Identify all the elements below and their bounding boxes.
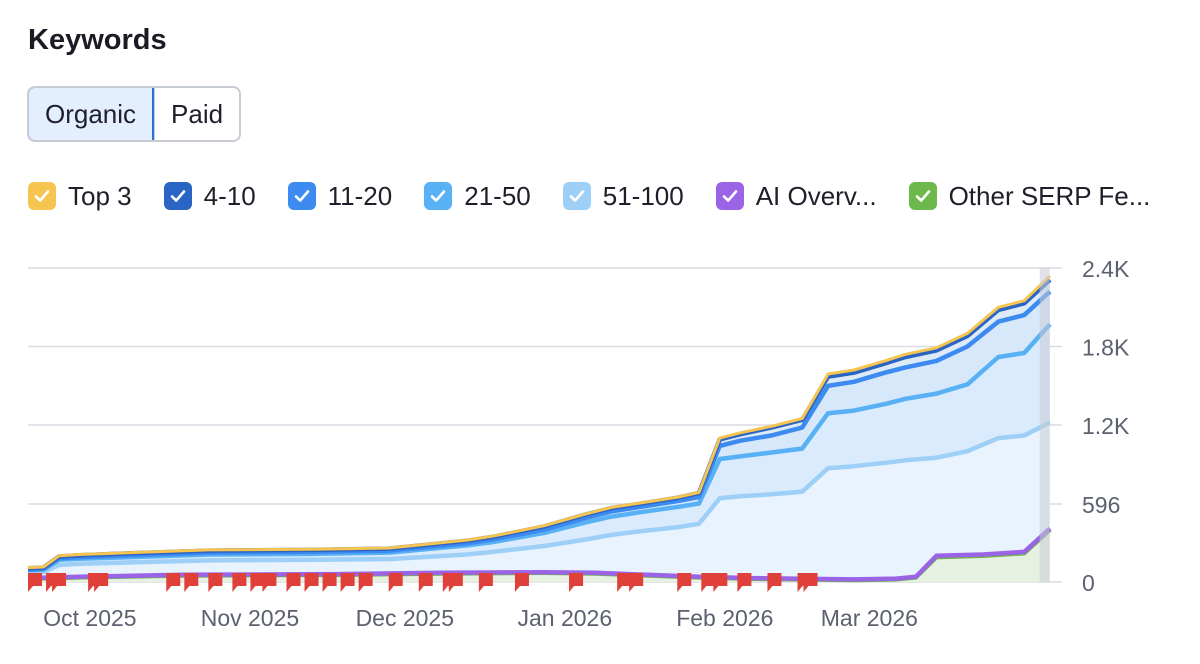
check-icon[interactable]: [424, 182, 453, 210]
x-tick-label: Mar 2026: [821, 605, 918, 631]
event-flag-icon: [52, 573, 67, 592]
page-title: Keywords: [28, 24, 167, 56]
series-line-top-3: [27, 274, 1052, 570]
y-tick-label: 596: [1082, 492, 1120, 518]
event-flag-icon: [340, 573, 355, 592]
legend-label: AI Overv...: [755, 180, 877, 211]
event-flag-icon: [737, 573, 752, 592]
check-icon[interactable]: [715, 182, 744, 210]
event-flag-icon: [208, 573, 223, 592]
legend-label: Top 3: [68, 180, 132, 211]
event-flag-icon: [514, 573, 529, 592]
event-flag-icon: [250, 573, 265, 592]
x-tick-label: Dec 2025: [356, 605, 454, 631]
legend-51-100[interactable]: 51-100: [562, 180, 684, 212]
legend-label: 11-20: [327, 180, 393, 211]
event-flag-icon: [803, 573, 818, 592]
x-tick-label: Jan 2026: [517, 605, 612, 631]
legend-top3[interactable]: Top 3: [28, 181, 132, 212]
paid-tab[interactable]: Paid: [154, 88, 240, 140]
event-flag-icon: [677, 573, 692, 592]
check-icon[interactable]: [28, 182, 56, 210]
event-flag-icon: [322, 573, 337, 592]
event-flag-icon: [569, 573, 584, 592]
hover-band: [1039, 268, 1050, 582]
event-flag-icon: [184, 573, 199, 592]
y-tick-label: 1.8K: [1082, 335, 1130, 361]
series-line-51-100: [27, 420, 1052, 576]
event-flag-icon: [388, 573, 403, 592]
organic-tab[interactable]: Organic: [29, 88, 155, 140]
y-tick-label: 1.2K: [1082, 413, 1130, 439]
event-flag-icon: [478, 573, 493, 592]
event-flag-icon: [418, 573, 433, 592]
legend-other-serp[interactable]: Other SERP Fe...: [908, 180, 1151, 212]
check-icon[interactable]: [287, 182, 316, 210]
y-tick-label: 2.4K: [1082, 256, 1130, 282]
event-flag-icon: [28, 573, 42, 592]
organic-paid-toggle: Organic Paid: [27, 86, 242, 142]
legend-label: 51-100: [602, 180, 684, 211]
check-icon[interactable]: [562, 182, 591, 210]
event-flag-icon: [232, 573, 247, 592]
legend-4-10[interactable]: 4-10: [163, 180, 256, 212]
event-flag-icon: [358, 573, 373, 592]
legend-ai-overviews[interactable]: AI Overv...: [715, 180, 877, 212]
x-tick-label: Oct 2025: [43, 605, 136, 631]
event-flag-icon: [617, 573, 632, 592]
legend-label: 4-10: [203, 180, 256, 211]
x-tick-label: Feb 2026: [676, 605, 773, 631]
event-flag-icon: [94, 573, 109, 592]
event-flag-icon: [767, 573, 782, 592]
event-flag-icon: [286, 573, 301, 592]
check-icon[interactable]: [908, 182, 937, 210]
y-tick-label: 0: [1082, 570, 1095, 596]
keywords-area-chart: 2.4K 1.8K 1.2K 596 0 Oct 2025 Nov 2025 Dec 2025…: [27, 256, 1130, 631]
event-flag-icon: [262, 573, 277, 592]
x-tick-label: Nov 2025: [201, 605, 299, 631]
event-flag-icon: [701, 573, 716, 592]
legend-21-50[interactable]: 21-50: [424, 181, 531, 212]
event-flag-icon: [713, 573, 728, 592]
legend-11-20[interactable]: 11-20: [287, 180, 393, 212]
legend-label: 21-50: [464, 180, 531, 211]
legend-label: Other SERP Fe...: [948, 180, 1151, 211]
series-area-51-100: [28, 422, 1050, 582]
event-flag-icon: [448, 573, 463, 592]
event-flag-icon: [304, 573, 319, 592]
chart-legend: Top 3 4-10 11-20 21-50 51-100 AI Overv..…: [28, 178, 1150, 214]
check-icon[interactable]: [163, 182, 192, 210]
event-flag-icon: [166, 573, 181, 592]
event-flag-icon: [629, 573, 644, 592]
